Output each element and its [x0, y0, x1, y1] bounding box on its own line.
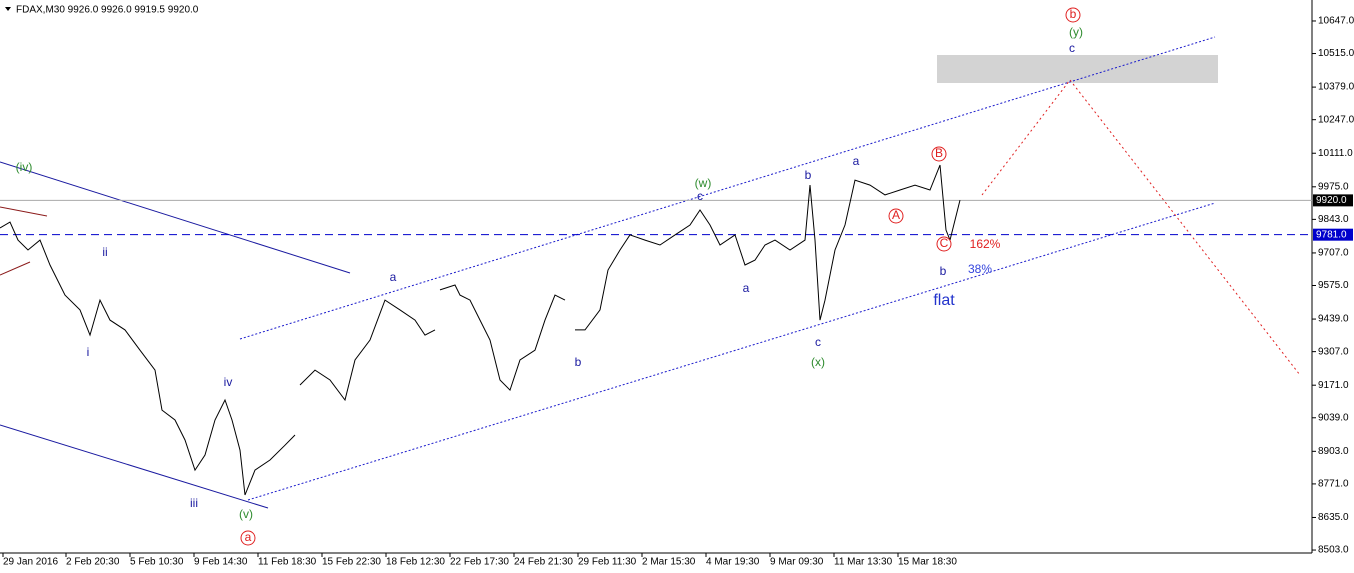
- wave-circle: [888, 208, 904, 224]
- x-tick-label: 9 Mar 09:30: [770, 557, 824, 568]
- wave-label: (v): [239, 507, 253, 521]
- x-tick-label: 9 Feb 14:30: [194, 557, 248, 568]
- price-line: [575, 164, 961, 331]
- y-tick-label: 10647.0: [1318, 16, 1354, 27]
- wave-circle: [1065, 7, 1081, 23]
- wave-label: (w): [695, 176, 712, 190]
- x-tick-label: 22 Feb 17:30: [450, 557, 509, 568]
- price-label-box: [1313, 228, 1353, 241]
- y-tick-label: 9307.0: [1318, 346, 1349, 357]
- wave-label: flat: [933, 292, 955, 309]
- price-line: [439, 284, 566, 392]
- y-tick-label: 8635.0: [1318, 512, 1349, 523]
- wave-label: iii: [190, 496, 198, 510]
- wave-label: b: [575, 355, 582, 369]
- y-tick-label: 9975.0: [1318, 181, 1349, 192]
- wave-circle: [936, 236, 952, 252]
- price-line: [299, 299, 436, 402]
- y-tick-label: 9439.0: [1318, 314, 1349, 325]
- y-tick-label: 9843.0: [1318, 214, 1349, 225]
- channel-line: [0, 424, 269, 509]
- chart-title: FDAX,M30 9926.0 9926.0 9919.5 9920.0: [16, 5, 199, 16]
- y-tick-label: 8503.0: [1318, 545, 1349, 556]
- wave-label: iv: [224, 375, 233, 389]
- wave-label: C: [940, 236, 949, 250]
- x-tick-label: 2 Feb 20:30: [66, 557, 120, 568]
- wave-label: B: [935, 146, 943, 160]
- wave-label: (iv): [16, 160, 33, 174]
- wave-label: c: [697, 189, 703, 203]
- y-tick-label: 9171.0: [1318, 380, 1349, 391]
- wave-label: c: [1069, 41, 1075, 55]
- trend-line: [0, 261, 31, 276]
- x-tick-label: 2 Mar 15:30: [642, 557, 696, 568]
- wave-label: (y): [1069, 25, 1083, 39]
- wave-label: 162%: [970, 237, 1001, 251]
- trend-lines: [0, 36, 1301, 509]
- x-tick-label: 29 Feb 11:30: [578, 557, 637, 568]
- y-tick-label: 9575.0: [1318, 280, 1349, 291]
- x-tick-label: 5 Feb 10:30: [130, 557, 184, 568]
- x-tick-label: 24 Feb 21:30: [514, 557, 573, 568]
- wave-circle: [931, 146, 947, 162]
- wave-label: a: [853, 154, 860, 168]
- price-label: 9920.0: [1316, 195, 1347, 206]
- y-tick-label: 10247.0: [1318, 114, 1354, 125]
- wave-label: a: [390, 270, 397, 284]
- channel-line: [247, 202, 1216, 501]
- projection-line: [1069, 79, 1301, 376]
- y-tick-label: 9039.0: [1318, 412, 1349, 423]
- wave-label: a: [743, 281, 750, 295]
- y-tick-label: 10515.0: [1318, 48, 1354, 59]
- x-tick-label: 15 Feb 22:30: [322, 557, 381, 568]
- x-tick-label: 15 Mar 18:30: [898, 557, 957, 568]
- wave-label: b: [1070, 7, 1077, 21]
- x-tick-label: 11 Mar 13:30: [834, 557, 893, 568]
- y-tick-label: 10379.0: [1318, 82, 1354, 93]
- wave-label: (x): [811, 355, 825, 369]
- menu-arrow: [5, 7, 11, 11]
- trend-line: [0, 206, 48, 217]
- x-tick-label: 18 Feb 12:30: [386, 557, 445, 568]
- x-tick-label: 29 Jan 2016: [3, 557, 58, 568]
- wave-circle: [240, 530, 256, 546]
- wave-label: b: [805, 168, 812, 182]
- price-label: 9781.0: [1316, 229, 1347, 240]
- wave-label: ii: [102, 245, 107, 259]
- projection-line: [981, 79, 1071, 196]
- wave-label: 38%: [968, 262, 992, 276]
- y-tick-label: 8771.0: [1318, 479, 1349, 490]
- y-tick-label: 8903.0: [1318, 446, 1349, 457]
- wave-label: A: [892, 208, 900, 222]
- y-tick-label: 9707.0: [1318, 248, 1349, 259]
- wave-label: a: [245, 530, 252, 544]
- x-tick-label: 11 Feb 18:30: [258, 557, 317, 568]
- channel-line: [0, 161, 351, 274]
- wave-label: i: [87, 345, 90, 359]
- wave-label: b: [940, 264, 947, 278]
- x-tick-label: 4 Mar 19:30: [706, 557, 760, 568]
- target-zone: [937, 55, 1218, 83]
- wave-label: c: [815, 335, 821, 349]
- price-line: [0, 221, 296, 496]
- price-label-box: [1313, 194, 1353, 207]
- y-tick-label: 10111.0: [1318, 148, 1353, 159]
